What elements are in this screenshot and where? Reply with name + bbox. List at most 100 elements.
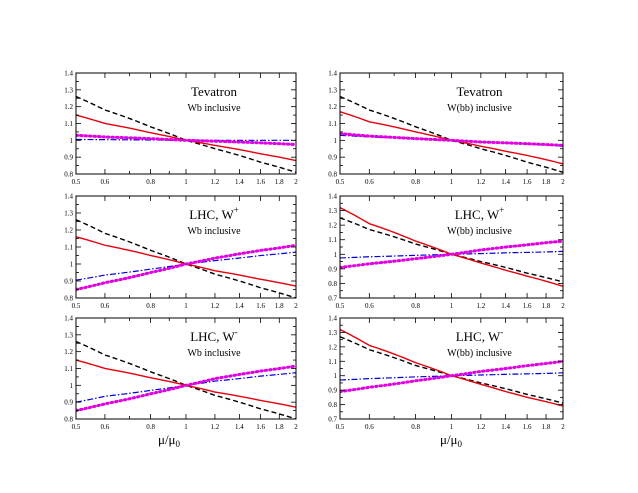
panel-lhc-wplus-wb-ytick-label-1: 0.9 xyxy=(64,278,73,286)
panel-lhc-wminus-wbb-series xyxy=(340,328,563,407)
panel-tevatron-wbb-xtick-label-2: 0.8 xyxy=(411,178,420,186)
panel-lhc-wplus-wb-xtick-label-8: 2 xyxy=(294,302,298,310)
panel-tevatron-wb-title: Tevatron xyxy=(191,84,238,99)
panel-lhc-wplus-wbb: 0.5 0.6 0.8 1 1.2 1.4 1.6 1.8 2 0.7 0.8 0.9 1 1.1 1.2 1… xyxy=(328,193,565,311)
panel-lhc-wplus-wb-xtick-label-2: 0.8 xyxy=(146,302,155,310)
panel-lhc-wminus-wbb-ytick-label-5: 1.2 xyxy=(328,343,337,351)
panel-lhc-wminus-wb-xtick-label-1: 0.6 xyxy=(101,423,110,431)
x-axis-label-right-sub: 0 xyxy=(458,439,463,449)
panel-tevatron-wbb-xtick-label-0: 0.5 xyxy=(336,178,345,186)
panel-tevatron-wb-title-text: Tevatron xyxy=(191,84,238,99)
panel-lhc-wplus-wb-title-text: LHC, W xyxy=(189,207,234,222)
panel-lhc-wplus-wbb-series-3 xyxy=(340,239,563,269)
panel-tevatron-wb-series-3 xyxy=(76,133,296,147)
panel-lhc-wminus-wb-xtick-label-2: 0.8 xyxy=(146,423,155,431)
panel-lhc-wplus-wb-series-1 xyxy=(76,236,296,287)
panel-lhc-wminus-wb-series xyxy=(76,340,296,419)
panel-lhc-wplus-wb-title-sup: + xyxy=(234,205,239,215)
panel-lhc-wplus-wbb-series xyxy=(340,207,563,288)
panel-lhc-wminus-wb-ytick-label-3: 1.1 xyxy=(64,365,73,373)
panel-lhc-wminus-wbb-xtick-label-7: 1.8 xyxy=(542,423,551,431)
panel-lhc-wplus-wb-ytick-label-0: 0.8 xyxy=(64,295,73,303)
panel-lhc-wminus-wbb-xtick-label-6: 1.6 xyxy=(523,423,532,431)
panel-lhc-wminus-wb-xtick-label-8: 2 xyxy=(294,423,298,431)
panel-tevatron-wb-xtick-label-0: 0.5 xyxy=(72,178,81,186)
panel-lhc-wminus-wbb-ytick-label-4: 1.1 xyxy=(328,358,337,366)
panel-tevatron-wb-ytick-label-6: 1.4 xyxy=(64,70,73,78)
panel-lhc-wplus-wbb-series-0 xyxy=(340,217,563,283)
x-axis-label-left-sub: 0 xyxy=(176,439,181,449)
panel-tevatron-wb-xtick-label-3: 1 xyxy=(184,178,188,186)
panel-lhc-wplus-wbb-xtick-label-2: 0.8 xyxy=(411,302,420,310)
panel-lhc-wminus-wbb-subtitle: W(bb) inclusive xyxy=(447,348,512,359)
panel-lhc-wminus-wb-title-sup: - xyxy=(235,327,238,337)
panel-lhc-wplus-wbb-ytick-label-3: 1 xyxy=(334,251,338,259)
panel-lhc-wminus-wbb-title-text: LHC, W xyxy=(456,329,501,344)
panel-lhc-wplus-wbb-ytick-label-0: 0.7 xyxy=(328,295,337,303)
panel-lhc-wplus-wb-subtitle: Wb inclusive xyxy=(187,226,241,237)
panel-lhc-wplus-wbb-xtick-label-8: 2 xyxy=(561,302,565,310)
panel-tevatron-wb-xtick-label-2: 0.8 xyxy=(146,178,155,186)
panel-lhc-wminus-wb-ytick-label-5: 1.3 xyxy=(64,331,73,339)
panel-tevatron-wbb-ytick-label-3: 1.1 xyxy=(328,120,337,128)
x-axis-label-left: μ/μ0 xyxy=(158,432,181,449)
panel-tevatron-wb-ytick-label-1: 0.9 xyxy=(64,154,73,162)
panel-tevatron-wb-ytick-label-4: 1.2 xyxy=(64,103,73,111)
panel-tevatron-wbb-xtick-label-5: 1.4 xyxy=(501,178,510,186)
panel-tevatron-wbb-ytick-label-1: 0.9 xyxy=(328,154,337,162)
panel-tevatron-wb-ytick-label-0: 0.8 xyxy=(64,171,73,179)
panel-lhc-wplus-wbb-ytick-label-7: 1.4 xyxy=(328,193,337,201)
panel-tevatron-wb-xtick-label-6: 1.6 xyxy=(256,178,265,186)
panel-tevatron-wb-ytick-label-3: 1.1 xyxy=(64,120,73,128)
panel-lhc-wplus-wbb-xtick-label-0: 0.5 xyxy=(336,302,345,310)
panel-tevatron-wbb-xtick-label-4: 1.2 xyxy=(476,178,485,186)
panel-lhc-wminus-wb: 0.5 0.6 0.8 1 1.2 1.4 1.6 1.8 2 0.8 0.9 1 1.1 1.2 1.3 1… xyxy=(64,315,298,432)
panel-lhc-wminus-wb-series-1 xyxy=(76,359,296,408)
panel-tevatron-wbb-ytick-label-2: 1 xyxy=(334,137,338,145)
panel-lhc-wminus-wbb-ytick-label-1: 0.8 xyxy=(328,401,337,409)
panel-lhc-wplus-wb-xtick-label-4: 1.2 xyxy=(211,302,220,310)
panel-tevatron-wb-xtick-label-7: 1.8 xyxy=(275,178,284,186)
panel-lhc-wminus-wb-series-0 xyxy=(76,340,296,419)
panel-tevatron-wb-subtitle: Wb inclusive xyxy=(187,103,241,114)
panel-lhc-wplus-wbb-ytick-label-4: 1.1 xyxy=(328,236,337,244)
panel-lhc-wplus-wbb-series-1 xyxy=(340,207,563,288)
panel-tevatron-wbb-subtitle: W(bb) inclusive xyxy=(447,103,512,114)
panel-tevatron-wbb-title-text: Tevatron xyxy=(456,84,503,99)
panel-tevatron-wbb-ytick-label-0: 0.8 xyxy=(328,171,337,179)
panel-tevatron-wbb: 0.5 0.6 0.8 1 1.2 1.4 1.6 1.8 2 0.8 0.9 1 1.1 1.2 1.3 1… xyxy=(328,70,565,187)
panel-lhc-wplus-wb-ytick-label-2: 1 xyxy=(70,261,74,269)
panel-lhc-wplus-wbb-subtitle: W(bb) inclusive xyxy=(447,226,512,237)
panel-lhc-wplus-wbb-title: LHC, W+ xyxy=(455,205,505,222)
panel-tevatron-wb-ytick-label-2: 1 xyxy=(70,137,74,145)
panel-lhc-wminus-wbb-xtick-label-4: 1.2 xyxy=(476,423,485,431)
panel-lhc-wplus-wb-ytick-label-4: 1.2 xyxy=(64,227,73,235)
panel-lhc-wplus-wb-xtick-label-0: 0.5 xyxy=(72,302,81,310)
panel-tevatron-wb-ytick-label-5: 1.3 xyxy=(64,86,73,94)
panel-lhc-wminus-wbb-frame xyxy=(339,317,564,420)
panel-lhc-wplus-wb-xtick-label-6: 1.6 xyxy=(256,302,265,310)
panel-lhc-wminus-wb-xtick-label-0: 0.5 xyxy=(72,423,81,431)
panel-tevatron-wbb-xtick-label-8: 2 xyxy=(561,178,565,186)
panel-tevatron-wb-xtick-label-1: 0.6 xyxy=(101,178,110,186)
panel-lhc-wplus-wb-series-3 xyxy=(76,243,296,291)
panel-lhc-wplus-wbb-ytick-label-5: 1.2 xyxy=(328,222,337,230)
panel-lhc-wminus-wbb-xtick-label-5: 1.4 xyxy=(501,423,510,431)
panel-lhc-wplus-wb-xtick-label-3: 1 xyxy=(184,302,188,310)
panel-lhc-wplus-wb-xtick-label-1: 0.6 xyxy=(101,302,110,310)
panel-tevatron-wbb-xtick-label-3: 1 xyxy=(450,178,454,186)
panels: 0.5 0.6 0.8 1 1.2 1.4 1.6 1.8 2 0.8 0.9 1 1.1 1.2 1.3 1… xyxy=(64,70,565,432)
panel-lhc-wminus-wbb-xtick-label-3: 1 xyxy=(450,423,454,431)
panel-lhc-wminus-wb-xtick-label-3: 1 xyxy=(184,423,188,431)
panel-tevatron-wbb-xtick-label-6: 1.6 xyxy=(523,178,532,186)
panel-tevatron-wbb-series xyxy=(340,95,563,173)
panel-lhc-wminus-wb-ytick-label-0: 0.8 xyxy=(64,416,73,424)
panel-lhc-wminus-wb-series-2 xyxy=(76,372,296,403)
panel-lhc-wplus-wb-series xyxy=(76,219,296,298)
panel-lhc-wminus-wb-title: LHC, W- xyxy=(190,327,238,344)
panel-lhc-wplus-wbb-ytick-label-6: 1.3 xyxy=(328,207,337,215)
panel-lhc-wplus-wb-ytick-label-3: 1.1 xyxy=(64,244,73,252)
panel-lhc-wminus-wb-xtick-label-6: 1.6 xyxy=(256,423,265,431)
panel-lhc-wplus-wb-xtick-label-5: 1.4 xyxy=(235,302,244,310)
panel-lhc-wplus-wb-title: LHC, W+ xyxy=(189,205,239,222)
